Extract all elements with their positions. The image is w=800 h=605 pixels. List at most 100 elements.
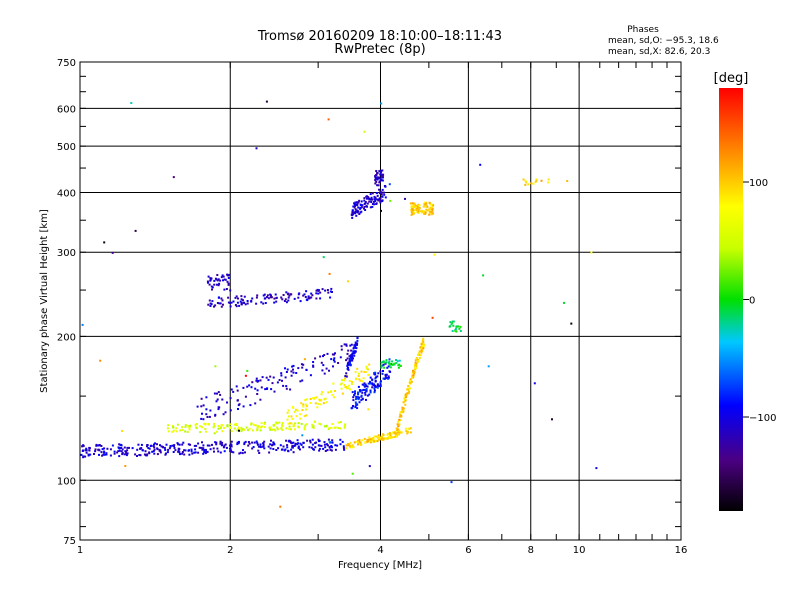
data-point — [202, 418, 205, 421]
data-point — [259, 426, 262, 429]
data-point — [219, 393, 222, 396]
data-point — [84, 449, 87, 452]
data-point — [354, 205, 356, 207]
data-point — [328, 369, 330, 372]
data-point — [118, 443, 121, 446]
data-point — [217, 296, 220, 299]
data-point — [370, 438, 372, 441]
data-point — [337, 421, 340, 424]
data-point — [346, 368, 349, 370]
data-point — [365, 385, 368, 388]
data-point — [223, 426, 225, 429]
data-point — [341, 392, 344, 395]
data-point — [348, 360, 351, 363]
data-point — [354, 343, 357, 346]
data-point — [302, 363, 305, 366]
data-point — [418, 207, 421, 210]
data-point — [334, 426, 337, 429]
data-point — [366, 394, 369, 397]
data-point — [244, 303, 247, 306]
data-point — [382, 360, 385, 363]
data-point — [106, 447, 109, 450]
data-point — [408, 390, 411, 393]
data-point — [428, 213, 431, 216]
data-point — [232, 300, 235, 303]
data-point — [218, 406, 221, 409]
data-point — [205, 396, 208, 399]
data-point — [240, 295, 243, 298]
data-point — [187, 449, 190, 452]
data-point — [322, 364, 325, 367]
data-point — [362, 388, 365, 391]
data-point — [255, 377, 258, 380]
data-point — [414, 363, 416, 366]
data-point — [381, 200, 384, 203]
data-point — [105, 452, 108, 455]
data-point — [303, 428, 306, 431]
data-point — [410, 380, 413, 383]
data-point — [232, 390, 235, 393]
data-point — [269, 443, 272, 446]
data-point — [221, 430, 224, 433]
data-point — [84, 455, 87, 458]
data-point — [358, 199, 361, 202]
data-point — [418, 356, 421, 359]
data-point — [221, 299, 224, 302]
data-point — [244, 395, 247, 398]
data-point — [302, 441, 305, 444]
data-point — [341, 440, 344, 443]
data-point — [134, 453, 137, 456]
data-point — [405, 396, 408, 399]
data-point — [149, 445, 152, 447]
data-point — [363, 382, 366, 385]
data-point — [345, 444, 348, 447]
data-point — [345, 359, 348, 362]
data-point — [200, 446, 203, 449]
data-point — [148, 451, 151, 454]
data-point — [380, 102, 383, 105]
data-point — [139, 447, 142, 450]
data-point — [195, 427, 198, 430]
data-point — [411, 376, 414, 379]
data-point — [230, 388, 233, 391]
data-point — [382, 173, 385, 176]
data-point — [352, 350, 355, 353]
data-point — [326, 289, 329, 291]
data-point — [344, 386, 347, 389]
data-point — [379, 192, 382, 194]
data-point — [272, 441, 275, 444]
data-point — [361, 383, 364, 386]
data-point — [153, 446, 156, 449]
data-point — [292, 364, 295, 367]
data-point — [380, 209, 382, 212]
data-point — [217, 278, 220, 281]
data-point — [380, 438, 382, 441]
data-point — [428, 201, 431, 204]
data-point — [375, 203, 378, 205]
data-point — [263, 426, 266, 429]
data-point — [194, 423, 197, 426]
data-point — [159, 444, 161, 447]
info-line-o: mean, sd,O: −95.3, 18.6 — [608, 36, 719, 46]
data-point — [237, 426, 240, 429]
data-point — [381, 195, 384, 198]
colorbar-tick-label: −100 — [749, 413, 776, 424]
data-point — [276, 426, 279, 429]
data-point — [286, 444, 289, 447]
data-point — [237, 408, 239, 410]
data-point — [219, 440, 222, 443]
y-tick-label: 750 — [57, 58, 76, 69]
data-point — [299, 300, 302, 303]
data-point — [343, 424, 346, 427]
data-point — [315, 292, 318, 295]
data-point — [398, 430, 401, 432]
data-point — [214, 441, 217, 444]
data-point — [297, 367, 300, 370]
data-point — [364, 371, 367, 373]
data-point — [286, 368, 289, 371]
data-point — [275, 422, 278, 425]
data-point — [263, 447, 266, 450]
data-point — [289, 422, 292, 425]
data-point — [243, 441, 246, 444]
data-point — [229, 305, 232, 308]
